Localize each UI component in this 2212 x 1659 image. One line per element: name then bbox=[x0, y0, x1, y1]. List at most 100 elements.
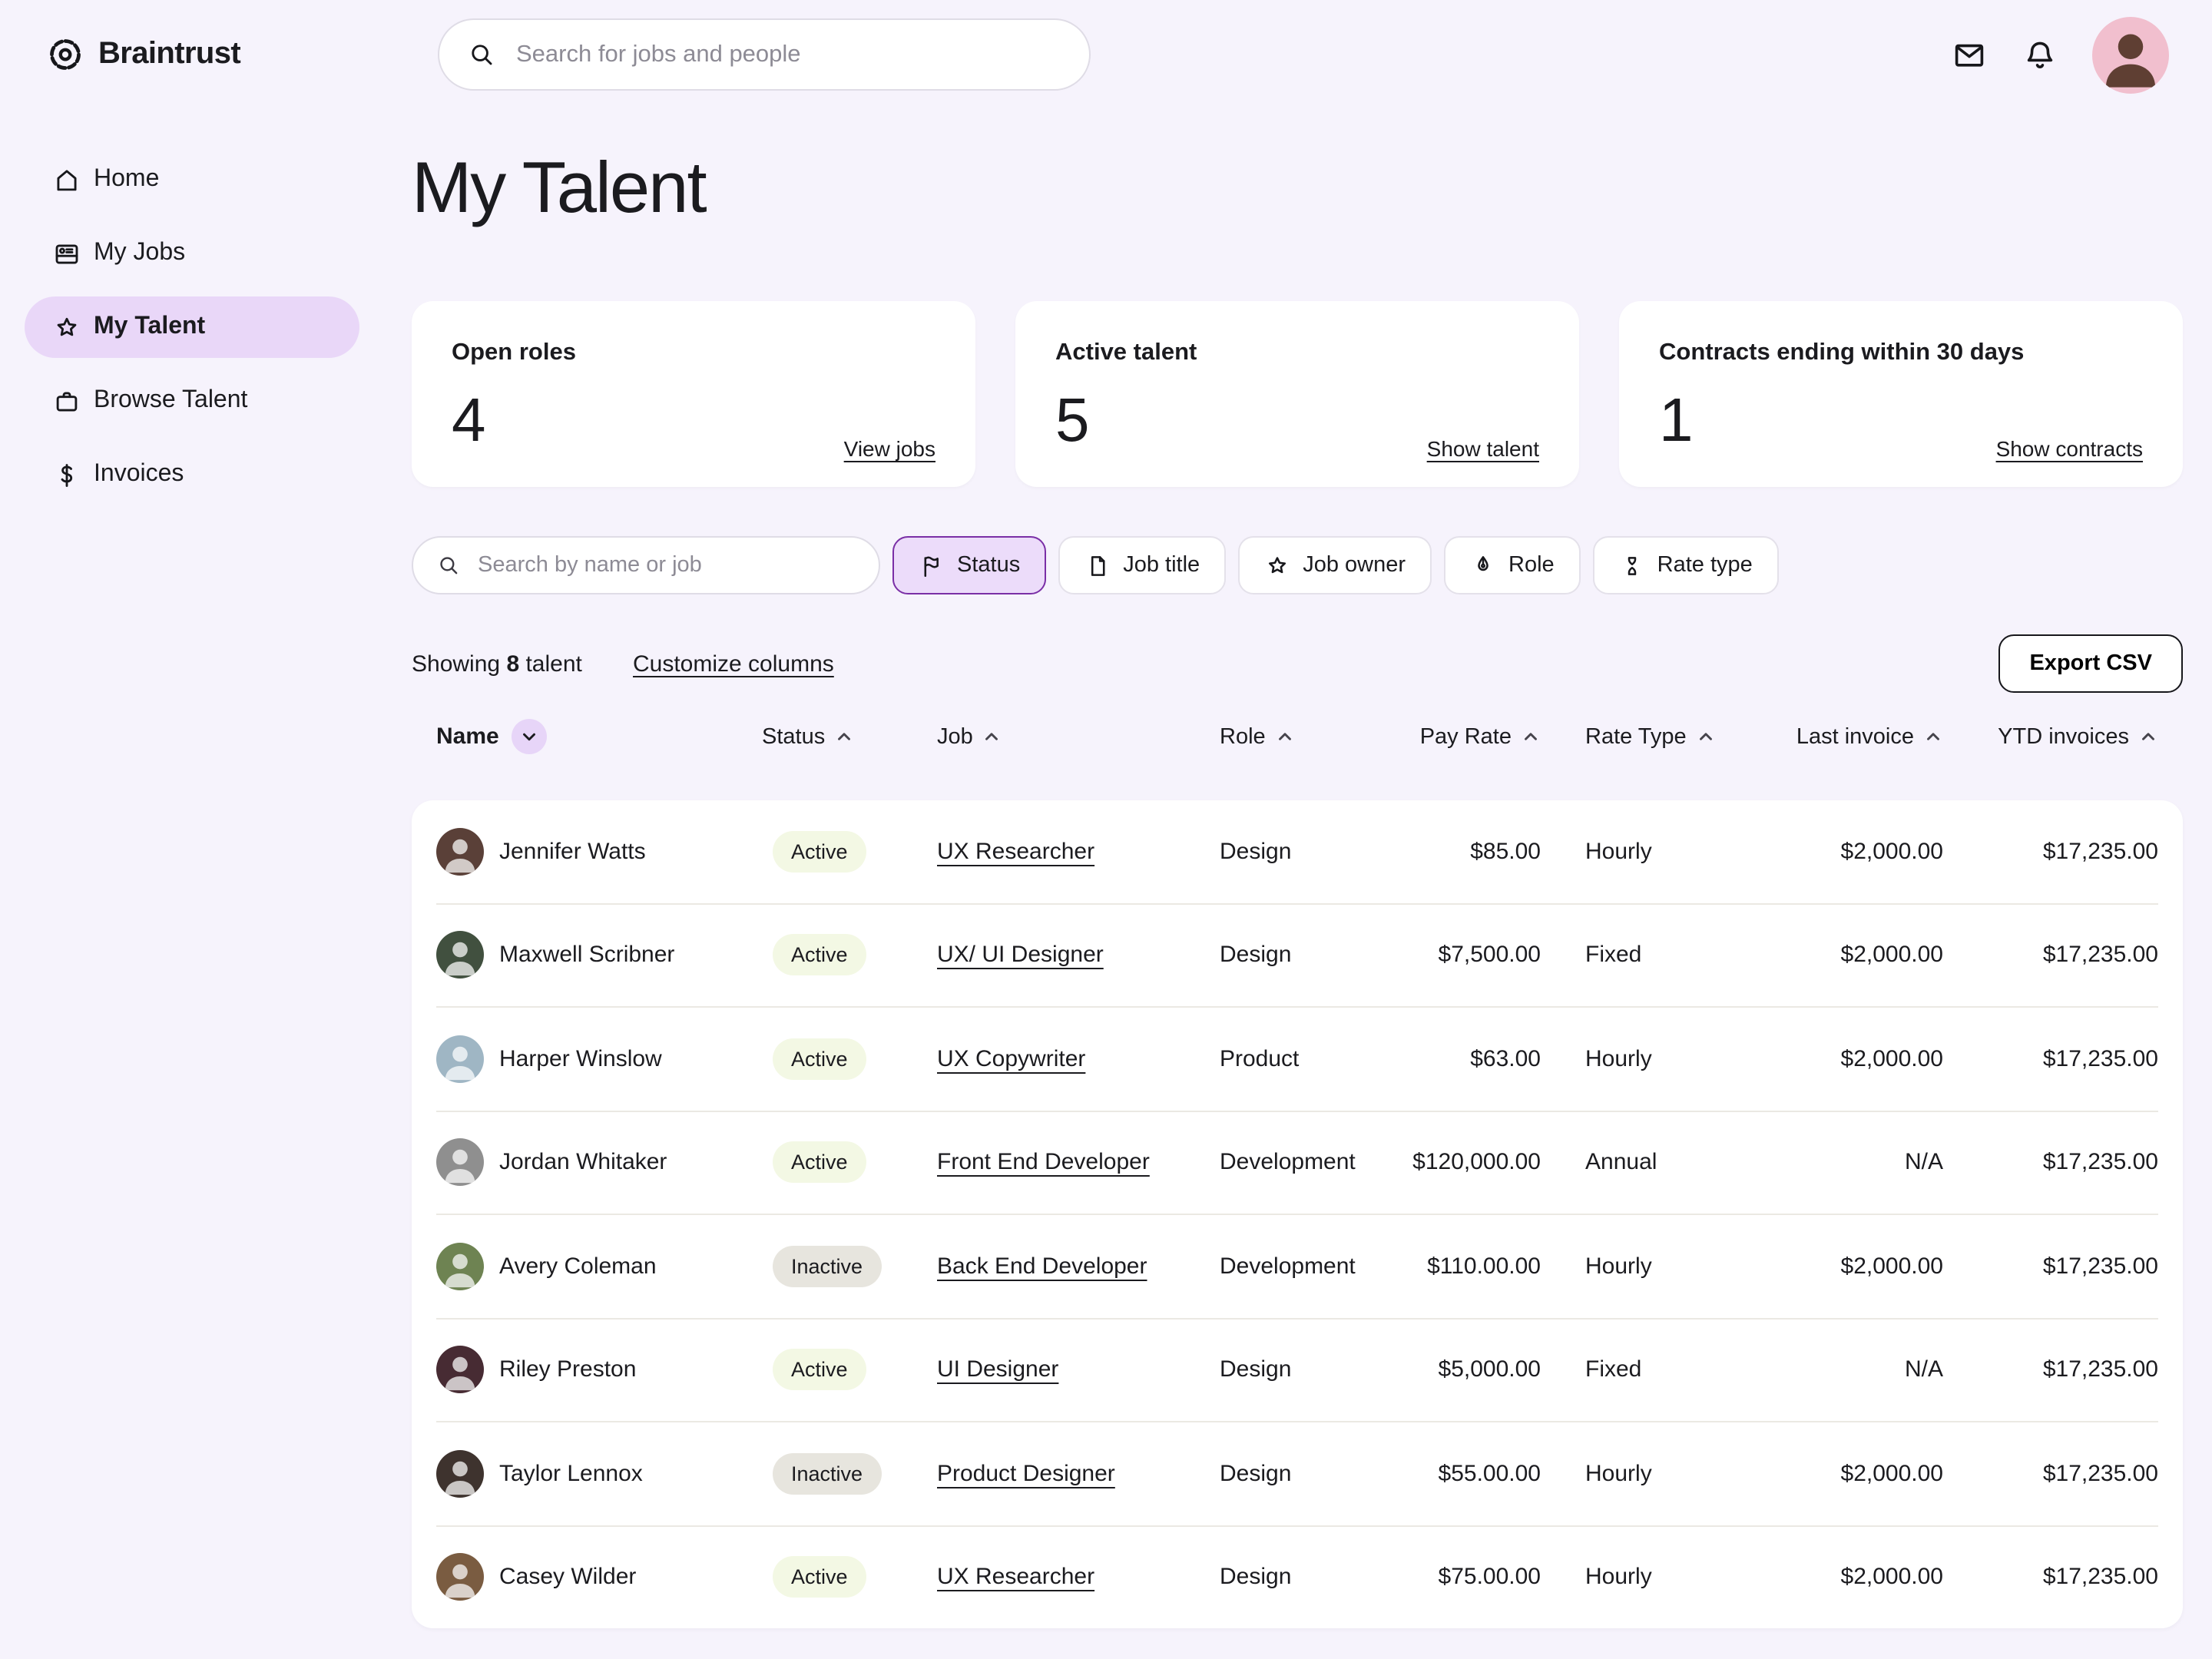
table-row[interactable]: Jennifer Watts Active UX Researcher Desi… bbox=[436, 800, 2158, 902]
sort-descending-button[interactable] bbox=[511, 719, 547, 754]
status-cell: Active bbox=[762, 1141, 937, 1184]
column-header[interactable]: Role bbox=[1220, 724, 1395, 749]
column-header[interactable]: Job bbox=[937, 724, 1220, 749]
table-row[interactable]: Avery Coleman Inactive Back End Develope… bbox=[436, 1214, 2158, 1317]
job-link[interactable]: UX/ UI Designer bbox=[937, 942, 1104, 969]
last-invoice-cell: $2,000.00 bbox=[1840, 942, 1943, 969]
customize-columns-link[interactable]: Customize columns bbox=[633, 651, 834, 677]
table-row[interactable]: Jordan Whitaker Active Front End Develop… bbox=[436, 1110, 2158, 1214]
job-cell: Product Designer bbox=[937, 1461, 1220, 1487]
filter-bar: Status Job title Job owner Role Rate typ… bbox=[412, 536, 1779, 594]
column-header[interactable]: Status bbox=[762, 724, 937, 749]
chevron-up-icon bbox=[1521, 727, 1541, 747]
filter-button[interactable]: Job owner bbox=[1238, 536, 1432, 594]
filter-button[interactable]: Job title bbox=[1058, 536, 1227, 594]
rate-type-cell: Fixed bbox=[1585, 942, 1642, 969]
rate-type-cell: Hourly bbox=[1585, 1460, 1652, 1487]
sidebar-item[interactable]: Browse Talent bbox=[25, 370, 359, 432]
person-icon bbox=[445, 1357, 475, 1391]
column-header-label: Rate Type bbox=[1585, 724, 1687, 749]
ytd-invoices-cell: $17,235.00 bbox=[2042, 838, 2158, 865]
status-cell: Inactive bbox=[762, 1452, 937, 1495]
job-cell: UX Researcher bbox=[937, 1565, 1220, 1591]
status-badge: Inactive bbox=[773, 1245, 882, 1287]
talent-search-input[interactable] bbox=[475, 551, 856, 579]
mail-icon[interactable] bbox=[1951, 37, 1988, 74]
role-cell: Product bbox=[1220, 1045, 1300, 1072]
rate-type-cell: Hourly bbox=[1585, 1253, 1652, 1280]
job-link[interactable]: UX Researcher bbox=[937, 1564, 1095, 1591]
last-invoice-cell: N/A bbox=[1904, 1356, 1943, 1383]
filter-button[interactable]: Rate type bbox=[1592, 536, 1779, 594]
profile-avatar[interactable] bbox=[2092, 17, 2169, 94]
flag-icon bbox=[919, 552, 945, 578]
job-link[interactable]: Back End Developer bbox=[937, 1253, 1147, 1280]
filter-button[interactable]: Status bbox=[892, 536, 1047, 594]
chevron-up-icon bbox=[982, 727, 1002, 747]
sidebar-item-label: My Jobs bbox=[94, 240, 186, 266]
table-row[interactable]: Harper Winslow Active UX Copywriter Prod… bbox=[436, 1006, 2158, 1110]
filter-button[interactable]: Role bbox=[1444, 536, 1581, 594]
status-badge: Active bbox=[773, 1141, 866, 1184]
sidebar-item[interactable]: Invoices bbox=[25, 444, 359, 505]
sidebar-item[interactable]: My Jobs bbox=[25, 223, 359, 284]
table-row[interactable]: Riley Preston Active UI Designer Design … bbox=[436, 1317, 2158, 1421]
avatar bbox=[436, 827, 484, 876]
stat-value: 1 bbox=[1659, 387, 1694, 455]
table-row[interactable]: Maxwell Scribner Active UX/ UI Designer … bbox=[436, 902, 2158, 1006]
column-header-label: Role bbox=[1220, 724, 1266, 749]
table-row[interactable]: Casey Wilder Active UX Researcher Design… bbox=[436, 1525, 2158, 1628]
role-cell: Design bbox=[1220, 1564, 1292, 1591]
stat-label: Contracts ending within 30 days bbox=[1659, 339, 2025, 366]
sidebar-item-label: My Talent bbox=[94, 313, 206, 339]
column-header[interactable]: Pay Rate bbox=[1395, 724, 1555, 749]
job-link[interactable]: UI Designer bbox=[937, 1356, 1059, 1383]
column-header[interactable]: YTD invoices bbox=[1954, 724, 2158, 749]
global-search-input[interactable] bbox=[513, 39, 1061, 70]
stat-link[interactable]: Show talent bbox=[1426, 436, 1539, 461]
brand-logo[interactable]: Braintrust bbox=[46, 35, 241, 74]
sidebar-item[interactable]: My Talent bbox=[25, 296, 359, 358]
filter-button-label: Job title bbox=[1123, 553, 1200, 578]
talent-name: Harper Winslow bbox=[499, 1045, 662, 1072]
column-header-label: Last invoice bbox=[1796, 724, 1914, 749]
showing-count: Showing 8 talent bbox=[412, 651, 582, 677]
braintrust-logo-icon bbox=[46, 35, 84, 74]
column-header[interactable]: Last invoice bbox=[1757, 724, 1954, 749]
name-cell: Maxwell Scribner bbox=[436, 931, 762, 979]
talent-name: Avery Coleman bbox=[499, 1253, 657, 1280]
job-link[interactable]: Product Designer bbox=[937, 1460, 1115, 1487]
ytd-invoices-cell: $17,235.00 bbox=[2042, 1149, 2158, 1176]
ytd-invoices-cell: $17,235.00 bbox=[2042, 942, 2158, 969]
status-cell: Active bbox=[762, 1556, 937, 1598]
export-csv-button[interactable]: Export CSV bbox=[1998, 634, 2183, 693]
job-link[interactable]: UX Researcher bbox=[937, 838, 1095, 865]
sidebar-item[interactable]: Home bbox=[25, 149, 359, 210]
job-link[interactable]: UX Copywriter bbox=[937, 1045, 1086, 1072]
global-search[interactable] bbox=[438, 18, 1091, 91]
sidebar-item-label: Invoices bbox=[94, 461, 184, 487]
stat-link[interactable]: Show contracts bbox=[1995, 436, 2143, 461]
chevron-up-icon bbox=[1923, 727, 1943, 747]
avatar bbox=[436, 1346, 484, 1394]
talent-search[interactable] bbox=[412, 536, 880, 594]
column-header-label: Job bbox=[937, 724, 973, 749]
status-badge: Inactive bbox=[773, 1452, 882, 1495]
pay-rate-cell: $120,000.00 bbox=[1412, 1149, 1541, 1176]
job-link[interactable]: Front End Developer bbox=[937, 1149, 1150, 1176]
column-header[interactable]: Rate Type bbox=[1555, 724, 1757, 749]
table-header: Name Status Job Role bbox=[436, 719, 2158, 754]
talent-name: Riley Preston bbox=[499, 1356, 637, 1383]
name-cell: Riley Preston bbox=[436, 1346, 762, 1394]
sidebar-item-label: Browse Talent bbox=[94, 387, 248, 413]
bell-icon[interactable] bbox=[2022, 37, 2058, 74]
status-cell: Inactive bbox=[762, 1245, 937, 1287]
column-header-name[interactable]: Name bbox=[436, 719, 762, 754]
pay-rate-cell: $75.00.00 bbox=[1438, 1564, 1541, 1591]
table-row[interactable]: Taylor Lennox Inactive Product Designer … bbox=[436, 1421, 2158, 1525]
role-cell: Design bbox=[1220, 838, 1292, 865]
stat-link[interactable]: View jobs bbox=[843, 436, 935, 461]
stat-label: Open roles bbox=[452, 339, 576, 366]
chevron-up-icon bbox=[1275, 727, 1295, 747]
